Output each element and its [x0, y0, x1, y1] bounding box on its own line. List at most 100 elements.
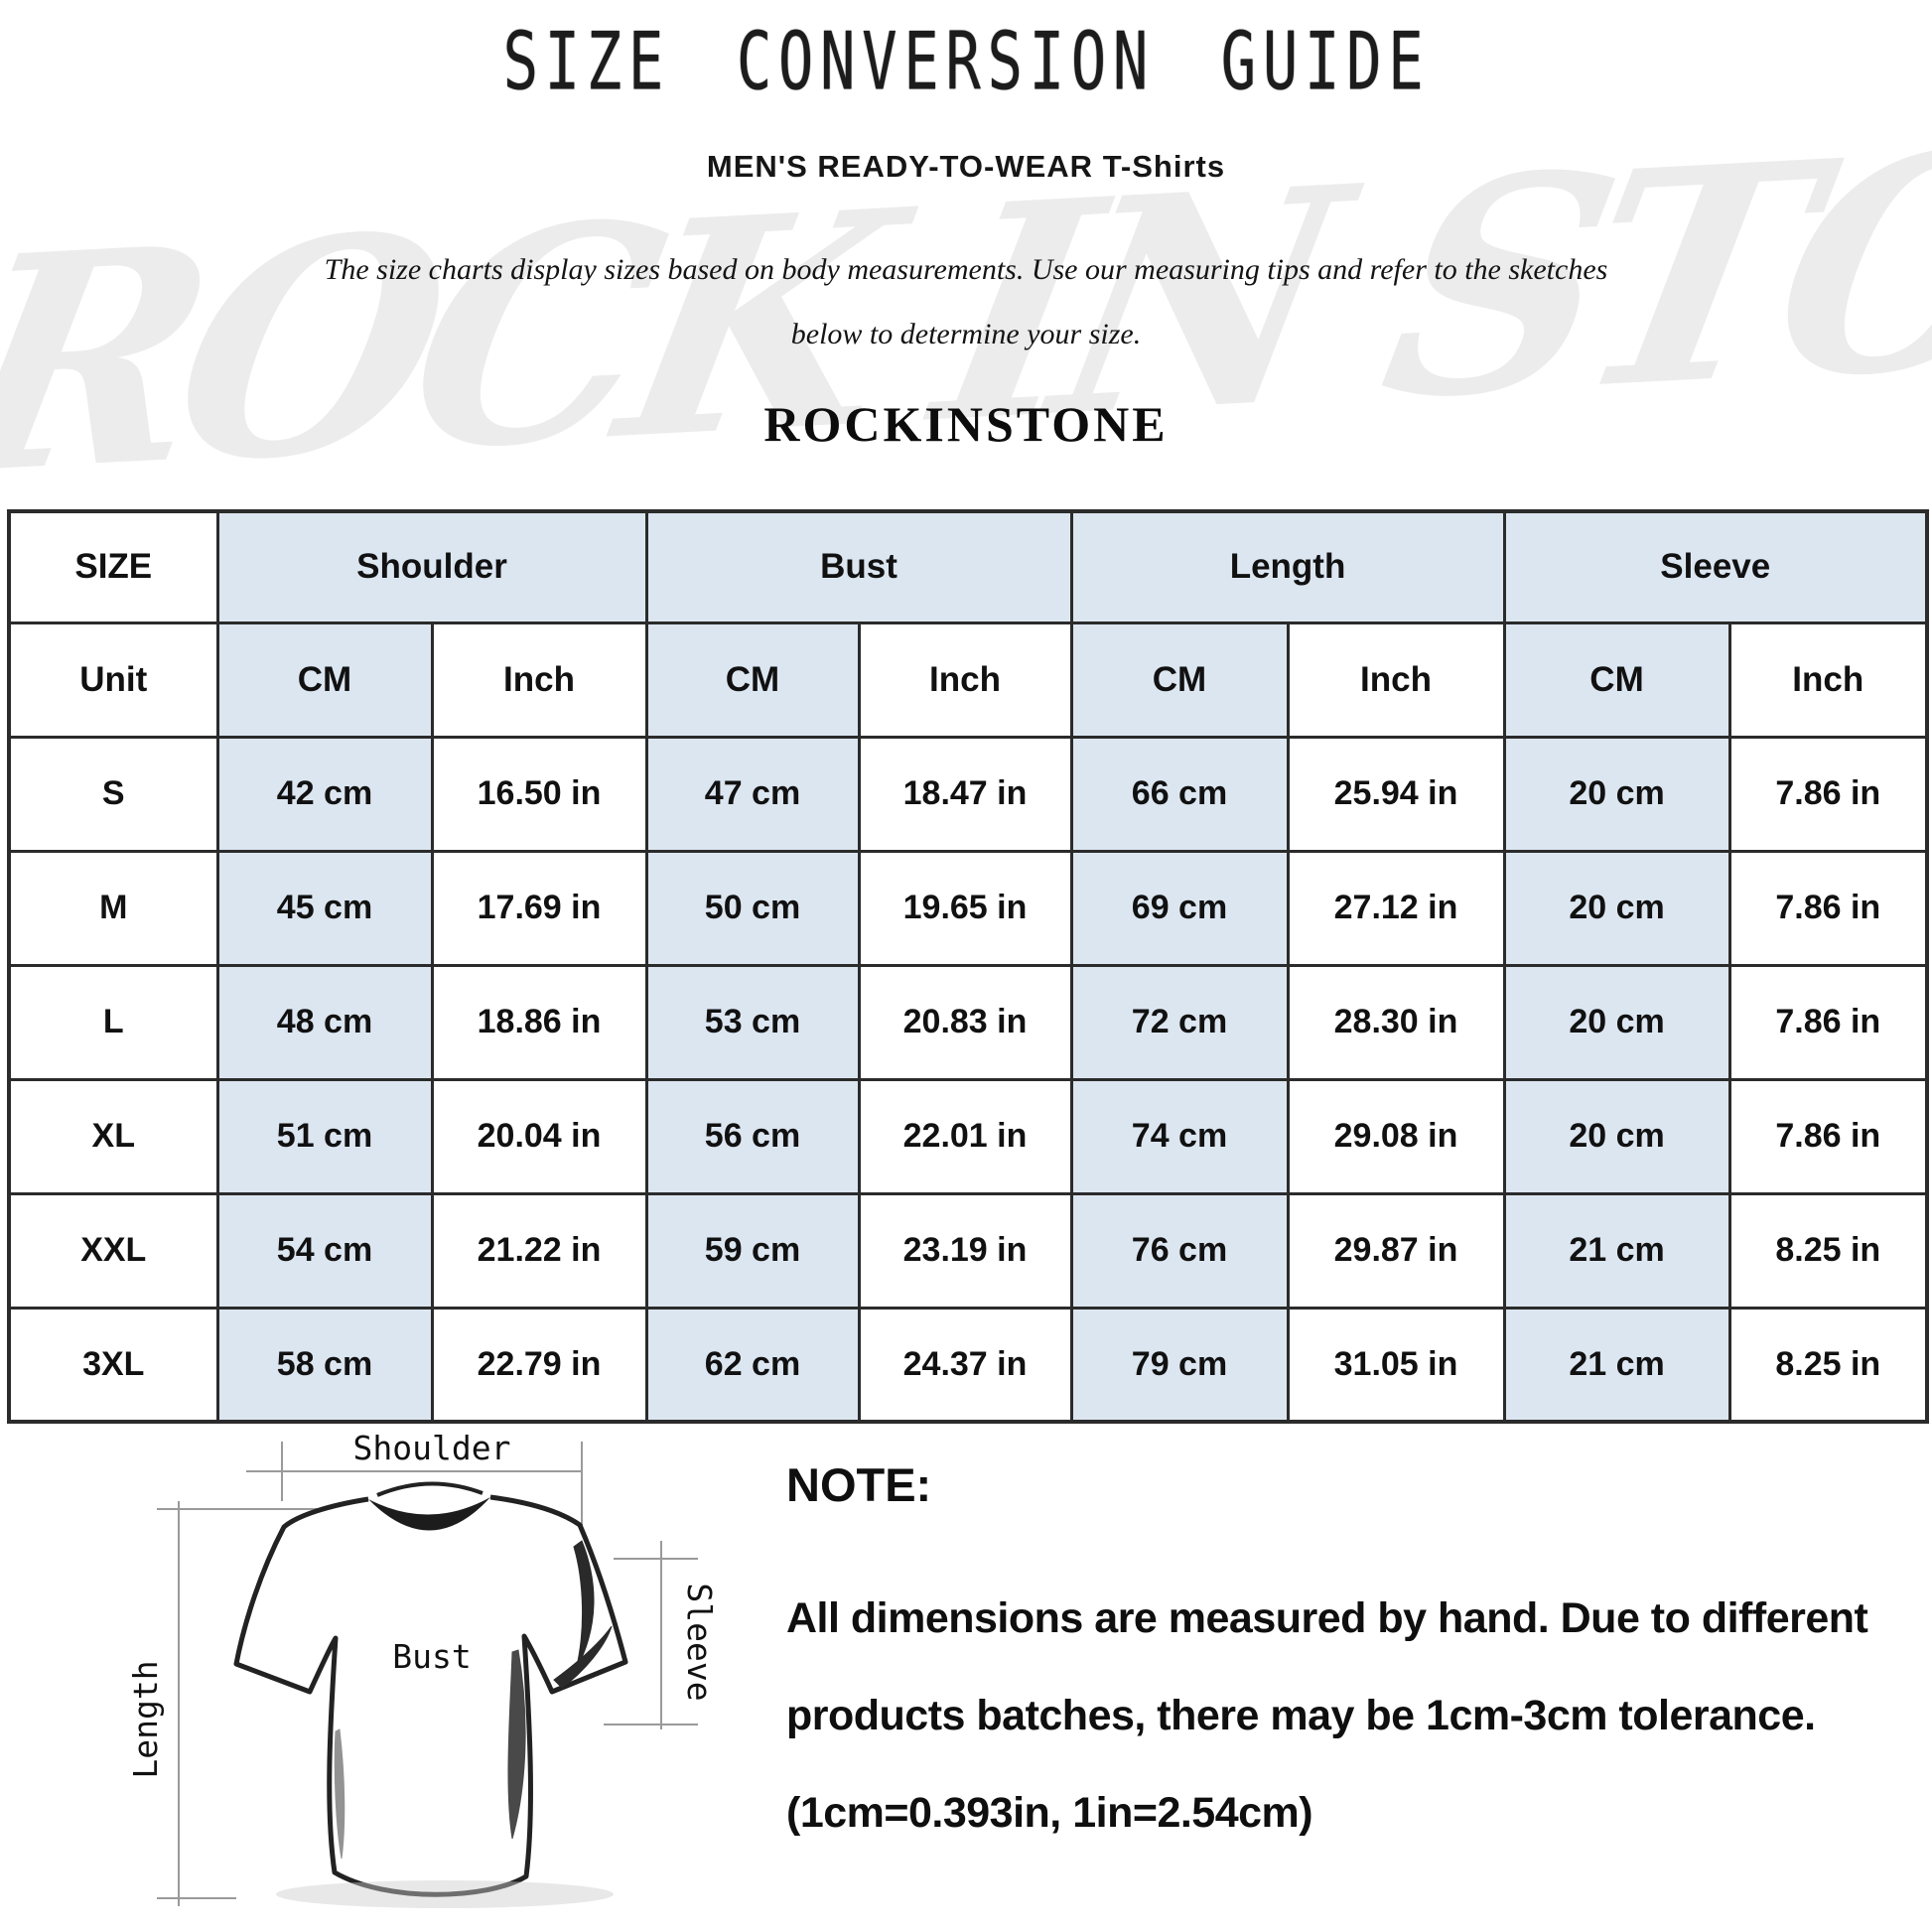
note-heading: NOTE: — [786, 1458, 932, 1511]
sleeve-cm: 20 cm — [1502, 849, 1731, 967]
length-cm: 76 cm — [1069, 1191, 1290, 1310]
length-cm: 69 cm — [1069, 849, 1290, 967]
length-inch: 31.05 in — [1286, 1306, 1506, 1424]
sleeve-cm: 20 cm — [1502, 963, 1731, 1081]
length-inch: 28.30 in — [1286, 963, 1506, 1081]
size-label: XL — [7, 1077, 219, 1195]
table-row-xl: XL 51 cm 20.04 in 56 cm 22.01 in 74 cm 2… — [7, 1077, 1929, 1195]
cm-header: CM — [644, 621, 861, 739]
sleeve-inch: 7.86 in — [1727, 849, 1929, 967]
table-header-row: SIZE Shoulder Bust Length Sleeve — [7, 509, 1929, 624]
shoulder-cm: 48 cm — [215, 963, 434, 1081]
table-row-xxl: XXL 54 cm 21.22 in 59 cm 23.19 in 76 cm … — [7, 1191, 1929, 1310]
note-body: All dimensions are measured by hand. Due… — [786, 1594, 1868, 1838]
cm-header: CM — [215, 621, 434, 739]
description: The size charts display sizes based on b… — [0, 238, 1932, 366]
group-header-bust: Bust — [644, 509, 1073, 624]
shoulder-cm: 54 cm — [215, 1191, 434, 1310]
size-label: S — [7, 735, 219, 853]
size-conversion-table: SIZE Shoulder Bust Length Sleeve Unit CM… — [7, 509, 1930, 1424]
length-cm: 79 cm — [1069, 1306, 1290, 1424]
shoulder-inch: 18.86 in — [430, 963, 648, 1081]
sleeve-label: Sleeve — [680, 1583, 719, 1701]
bust-inch: 23.19 in — [857, 1191, 1073, 1310]
length-label: Length — [126, 1660, 165, 1778]
size-label: L — [7, 963, 219, 1081]
brand-name: ROCKINSTONE — [763, 396, 1169, 452]
size-label: 3XL — [7, 1306, 219, 1424]
shoulder-inch: 16.50 in — [430, 735, 648, 853]
page-title-row: SIZE CONVERSION GUIDE — [0, 14, 1932, 108]
inch-header: Inch — [1727, 621, 1929, 739]
inch-header: Inch — [430, 621, 648, 739]
shoulder-cm: 45 cm — [215, 849, 434, 967]
cm-header: CM — [1502, 621, 1731, 739]
bust-cm: 50 cm — [644, 849, 861, 967]
length-cm: 72 cm — [1069, 963, 1290, 1081]
bust-inch: 19.65 in — [857, 849, 1073, 967]
collar — [368, 1497, 490, 1531]
sleeve-cm: 20 cm — [1502, 1077, 1731, 1195]
unit-label-cell: Unit — [7, 621, 219, 739]
bust-cm: 56 cm — [644, 1077, 861, 1195]
shoulder-inch: 20.04 in — [430, 1077, 648, 1195]
length-inch: 29.08 in — [1286, 1077, 1506, 1195]
sleeve-inch: 7.86 in — [1727, 735, 1929, 853]
bust-cm: 47 cm — [644, 735, 861, 853]
description-line-1: The size charts display sizes based on b… — [324, 253, 1608, 286]
shoulder-inch: 21.22 in — [430, 1191, 648, 1310]
bust-label: Bust — [392, 1637, 471, 1676]
length-inch: 29.87 in — [1286, 1191, 1506, 1310]
group-header-shoulder: Shoulder — [215, 509, 648, 624]
sleeve-inch: 7.86 in — [1727, 963, 1929, 1081]
bust-cm: 62 cm — [644, 1306, 861, 1424]
bust-inch: 18.47 in — [857, 735, 1073, 853]
table-row-3xl: 3XL 58 cm 22.79 in 62 cm 24.37 in 79 cm … — [7, 1306, 1929, 1424]
subtitle-category: MEN'S READY-TO-WEAR — [706, 149, 1094, 184]
corner-cell: SIZE — [7, 509, 219, 624]
bust-inch: 22.01 in — [857, 1077, 1073, 1195]
shoulder-inch: 17.69 in — [430, 849, 648, 967]
bust-inch: 24.37 in — [857, 1306, 1073, 1424]
unit-row: Unit CM Inch CM Inch CM Inch CM Inch — [7, 621, 1929, 739]
shoulder-cm: 42 cm — [215, 735, 434, 853]
sleeve-inch: 8.25 in — [1727, 1306, 1929, 1424]
length-cm: 66 cm — [1069, 735, 1290, 853]
shoulder-inch: 22.79 in — [430, 1306, 648, 1424]
description-line-2: below to determine your size. — [790, 317, 1142, 350]
shoulder-cm: 51 cm — [215, 1077, 434, 1195]
bust-cm: 59 cm — [644, 1191, 861, 1310]
inch-header: Inch — [1286, 621, 1506, 739]
length-cm: 74 cm — [1069, 1077, 1290, 1195]
tshirt-measurement-diagram: Shoulder Bust Length Sleeve — [117, 1429, 743, 1928]
tshirt-outline — [233, 1481, 628, 1908]
note-section: NOTE: All dimensions are measured by han… — [786, 1457, 1868, 1862]
group-header-length: Length — [1069, 509, 1506, 624]
hem-shadow — [276, 1880, 614, 1908]
sleeve-cm: 21 cm — [1502, 1191, 1731, 1310]
bust-cm: 53 cm — [644, 963, 861, 1081]
bust-inch: 20.83 in — [857, 963, 1073, 1081]
cm-header: CM — [1069, 621, 1290, 739]
table-row-s: S 42 cm 16.50 in 47 cm 18.47 in 66 cm 25… — [7, 735, 1929, 853]
sketch-shading — [334, 1540, 613, 1860]
size-label: XXL — [7, 1191, 219, 1310]
page-title: SIZE CONVERSION GUIDE — [502, 14, 1430, 108]
measure-lines — [157, 1442, 698, 1906]
shoulder-label: Shoulder — [353, 1432, 511, 1467]
table-row-m: M 45 cm 17.69 in 50 cm 19.65 in 69 cm 27… — [7, 849, 1929, 967]
sleeve-inch: 7.86 in — [1727, 1077, 1929, 1195]
subtitle-product: T-Shirts — [1102, 149, 1226, 184]
group-header-sleeve: Sleeve — [1502, 509, 1929, 624]
subtitle-row: MEN'S READY-TO-WEAR T-Shirts — [0, 149, 1932, 185]
table-row-l: L 48 cm 18.86 in 53 cm 20.83 in 72 cm 28… — [7, 963, 1929, 1081]
shoulder-cm: 58 cm — [215, 1306, 434, 1424]
diagram-labels: Shoulder Bust Length Sleeve — [126, 1429, 719, 1779]
sleeve-inch: 8.25 in — [1727, 1191, 1929, 1310]
size-label: M — [7, 849, 219, 967]
length-inch: 25.94 in — [1286, 735, 1506, 853]
tshirt-sketch: Shoulder Bust Length Sleeve — [126, 1429, 719, 1908]
sleeve-cm: 20 cm — [1502, 735, 1731, 853]
length-inch: 27.12 in — [1286, 849, 1506, 967]
